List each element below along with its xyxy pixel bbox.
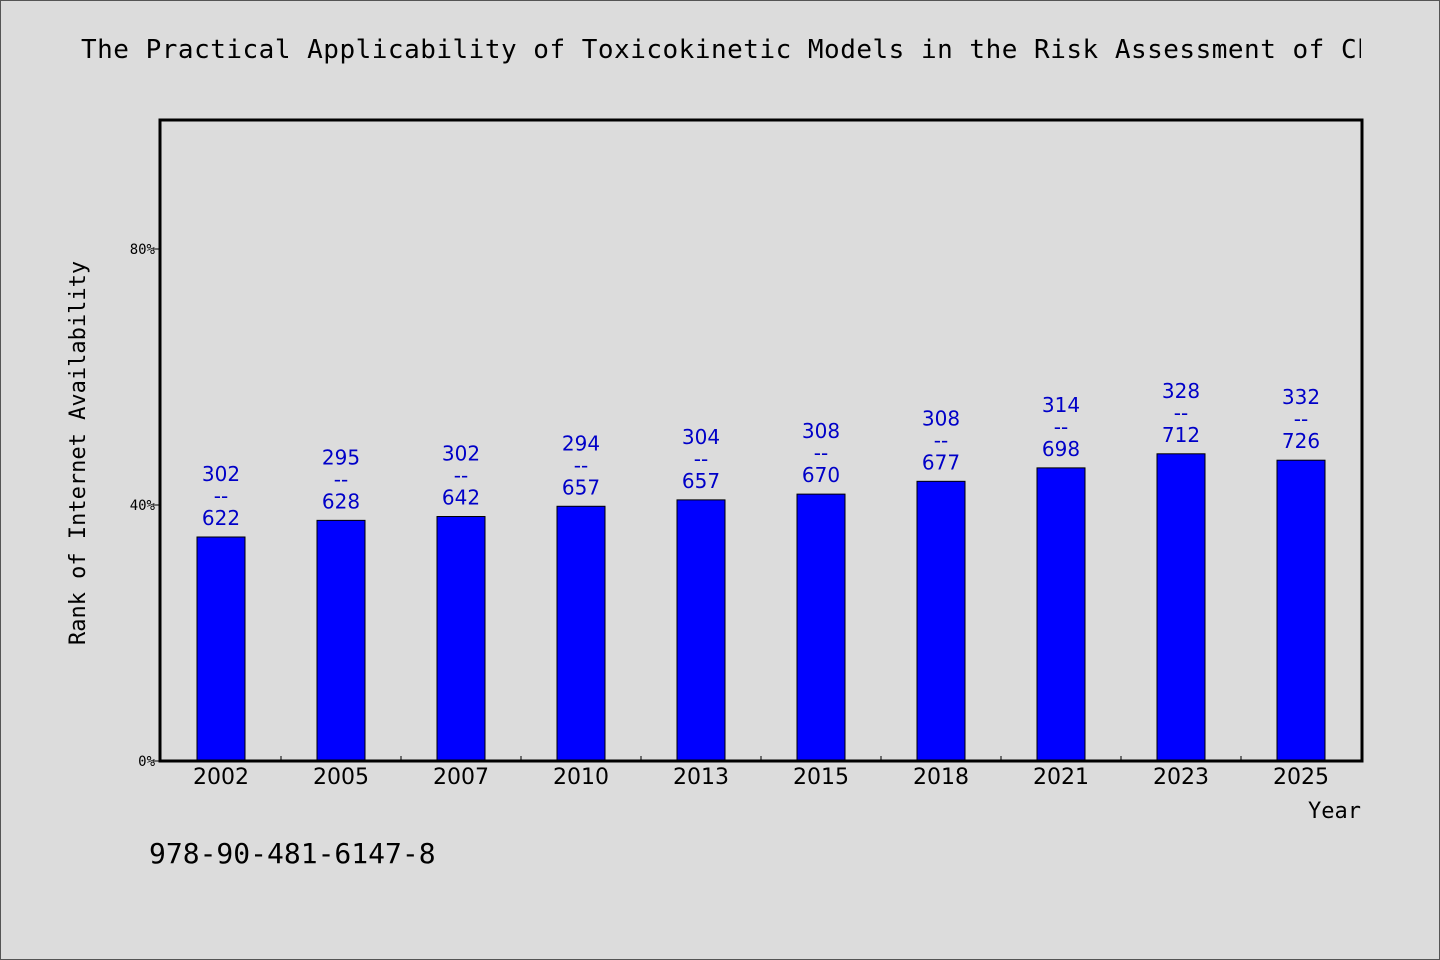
data-label-2013-2: 657 bbox=[682, 469, 720, 493]
data-label-2023-2: 712 bbox=[1162, 423, 1200, 447]
data-label-2002-0: 302 bbox=[202, 462, 240, 486]
bar-2023 bbox=[1156, 453, 1206, 762]
chart-title: The Practical Applicability of Toxicokin… bbox=[81, 35, 1361, 65]
data-label-2025-1: -- bbox=[1294, 407, 1308, 431]
data-label-2010-0: 294 bbox=[562, 431, 600, 455]
data-label-2018-1: -- bbox=[934, 428, 948, 452]
x-tick-label-2002: 2002 bbox=[193, 765, 249, 790]
data-label-2005-1: -- bbox=[334, 467, 348, 491]
x-tick-label-2010: 2010 bbox=[553, 765, 609, 790]
y-tick-label-0: 0% bbox=[138, 754, 155, 770]
y-axis: 0% 40% 80% bbox=[130, 242, 161, 770]
bar-2015 bbox=[796, 493, 846, 762]
bar-2005 bbox=[316, 519, 366, 762]
data-label-2002-1: -- bbox=[214, 484, 228, 508]
x-tick-label-2015: 2015 bbox=[793, 765, 849, 790]
x-tick-label-2018: 2018 bbox=[913, 765, 969, 790]
bar-2025 bbox=[1276, 459, 1326, 762]
isbn-label: 978-90-481-6147-8 bbox=[149, 837, 436, 870]
data-label-2013-0: 304 bbox=[682, 425, 720, 449]
data-label-2015-1: -- bbox=[814, 441, 828, 465]
bar-2010 bbox=[556, 505, 606, 762]
data-label-2018-0: 308 bbox=[922, 406, 960, 430]
bar-2007 bbox=[436, 516, 486, 762]
data-label-2018-2: 677 bbox=[922, 450, 960, 474]
y-tick-label-40: 40% bbox=[130, 498, 156, 514]
x-tick-label-2023: 2023 bbox=[1153, 765, 1209, 790]
bar-2002 bbox=[196, 536, 246, 762]
y-axis-title: Rank of Internet Availability bbox=[66, 261, 91, 645]
data-label-2025-0: 332 bbox=[1282, 385, 1320, 409]
data-label-2021-1: -- bbox=[1054, 415, 1068, 439]
data-label-2002-2: 622 bbox=[202, 506, 240, 530]
bars-layer bbox=[196, 453, 1326, 762]
data-label-2015-2: 670 bbox=[802, 463, 840, 487]
x-axis-title: Year bbox=[1308, 799, 1361, 824]
data-label-2025-2: 726 bbox=[1282, 429, 1320, 453]
data-label-2015-0: 308 bbox=[802, 419, 840, 443]
x-tick-label-2007: 2007 bbox=[433, 765, 489, 790]
x-tick-label-2025: 2025 bbox=[1273, 765, 1329, 790]
data-label-2013-1: -- bbox=[694, 447, 708, 471]
x-axis: 2002 2005 2007 2010 2013 2015 2018 2021 2023 2025 bbox=[193, 756, 1329, 790]
bar-2018 bbox=[916, 480, 966, 762]
data-label-2007-0: 302 bbox=[442, 442, 480, 466]
bar-2013 bbox=[676, 499, 726, 762]
x-tick-label-2005: 2005 bbox=[313, 765, 369, 790]
data-label-2005-0: 295 bbox=[322, 445, 360, 469]
data-label-2021-2: 698 bbox=[1042, 437, 1080, 461]
data-labels-layer: 302--622295--628302--642294--657304--657… bbox=[202, 379, 1320, 530]
bar-2021 bbox=[1036, 467, 1086, 762]
data-label-2007-1: -- bbox=[454, 464, 468, 488]
y-tick-label-80: 80% bbox=[130, 242, 156, 258]
x-tick-label-2013: 2013 bbox=[673, 765, 729, 790]
data-label-2023-0: 328 bbox=[1162, 379, 1200, 403]
data-label-2010-1: -- bbox=[574, 453, 588, 477]
data-label-2010-2: 657 bbox=[562, 475, 600, 499]
data-label-2005-2: 628 bbox=[322, 489, 360, 513]
x-tick-label-2021: 2021 bbox=[1033, 765, 1089, 790]
data-label-2007-2: 642 bbox=[442, 486, 480, 510]
data-label-2023-1: -- bbox=[1174, 401, 1188, 425]
data-label-2021-0: 314 bbox=[1042, 393, 1080, 417]
